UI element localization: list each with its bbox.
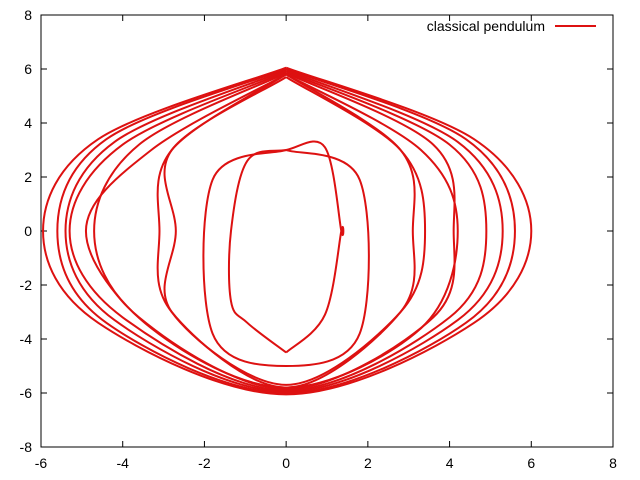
y-tick-label: 4 [24,115,32,131]
x-tick-label: -6 [35,455,48,471]
x-tick-label: -2 [198,455,211,471]
y-tick-marks [41,14,613,448]
x-tick-marks [40,15,614,447]
series-line-segment [84,73,459,389]
x-tick-label: 0 [282,455,290,471]
series-line-segment [68,70,488,392]
y-tick-label: 8 [24,7,32,23]
y-tick-label: -2 [20,277,33,293]
x-tick-label: 2 [364,455,372,471]
x-tick-label: 8 [609,455,617,471]
legend: classical pendulum [427,18,596,34]
legend-label: classical pendulum [427,18,545,34]
series-classical-pendulum [42,66,533,396]
series-line-segment [227,140,345,354]
y-tick-label: 2 [24,169,32,185]
y-tick-label: -8 [20,439,33,455]
series-line-segment [42,66,533,396]
series-line-segment [64,69,504,393]
series-line-segment [202,149,370,367]
series-line-segment [93,72,456,390]
series-line-segment [163,76,427,386]
y-tick-label: 6 [24,61,32,77]
x-tick-labels: -6 -4 -2 0 2 4 6 8 [35,455,617,471]
y-tick-labels: -8 -6 -4 -2 0 2 4 6 8 [20,7,33,455]
y-tick-label: 0 [24,223,32,239]
y-tick-label: -6 [20,385,33,401]
series-line-segment [56,68,516,394]
x-tick-label: 4 [446,455,454,471]
x-tick-label: -4 [116,455,129,471]
x-tick-label: 6 [527,455,535,471]
y-tick-label: -4 [20,331,33,347]
